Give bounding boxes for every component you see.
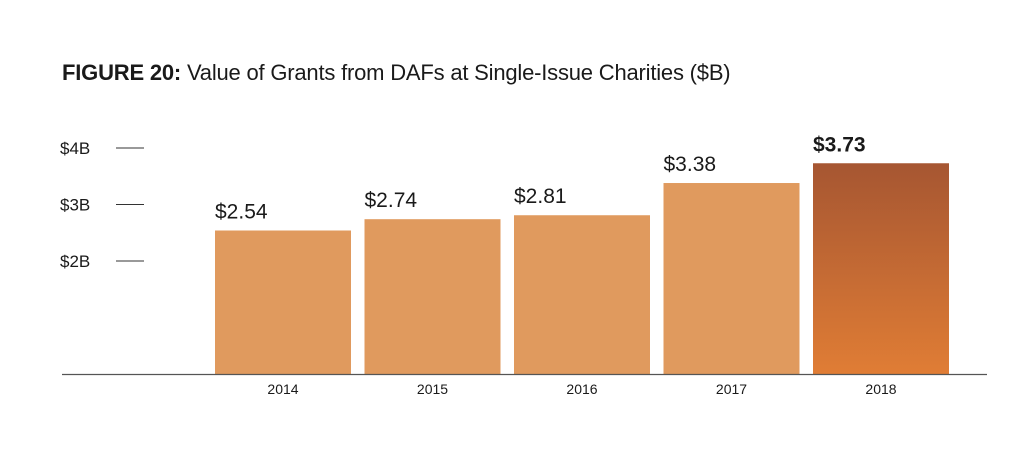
value-label-2018: $3.73: [813, 133, 866, 156]
value-label-2014: $2.54: [215, 200, 268, 223]
value-label-2016: $2.81: [514, 185, 567, 208]
y-axis: $2B $3B $4B: [60, 139, 144, 271]
y-tick-label: $3B: [60, 196, 90, 215]
y-tick-label: $2B: [60, 252, 90, 271]
value-label-2017: $3.38: [664, 153, 717, 176]
x-axis: 2014 2015 2016 2017 2018: [62, 373, 987, 397]
chart-title: FIGURE 20: Value of Grants from DAFs at …: [62, 60, 731, 86]
y-tick-label: $4B: [60, 139, 90, 158]
x-tick-label: 2018: [865, 381, 896, 397]
bar-2018: [813, 163, 949, 374]
x-tick-label: 2016: [566, 381, 597, 397]
bar-series: $2.54 $2.74 $2.81 $3.38 $3.73: [215, 133, 949, 374]
figure-title-text: Value of Grants from DAFs at Single-Issu…: [186, 60, 731, 85]
bar-2016: [514, 215, 650, 374]
bar-2015: [364, 219, 501, 374]
value-label-2015: $2.74: [365, 189, 418, 212]
x-tick-label: 2014: [267, 381, 298, 397]
x-tick-label: 2015: [417, 381, 448, 397]
figure-number: FIGURE 20:: [62, 60, 182, 85]
bar-2014: [215, 230, 351, 374]
bar-2017: [663, 183, 800, 374]
x-tick-label: 2017: [716, 381, 747, 397]
